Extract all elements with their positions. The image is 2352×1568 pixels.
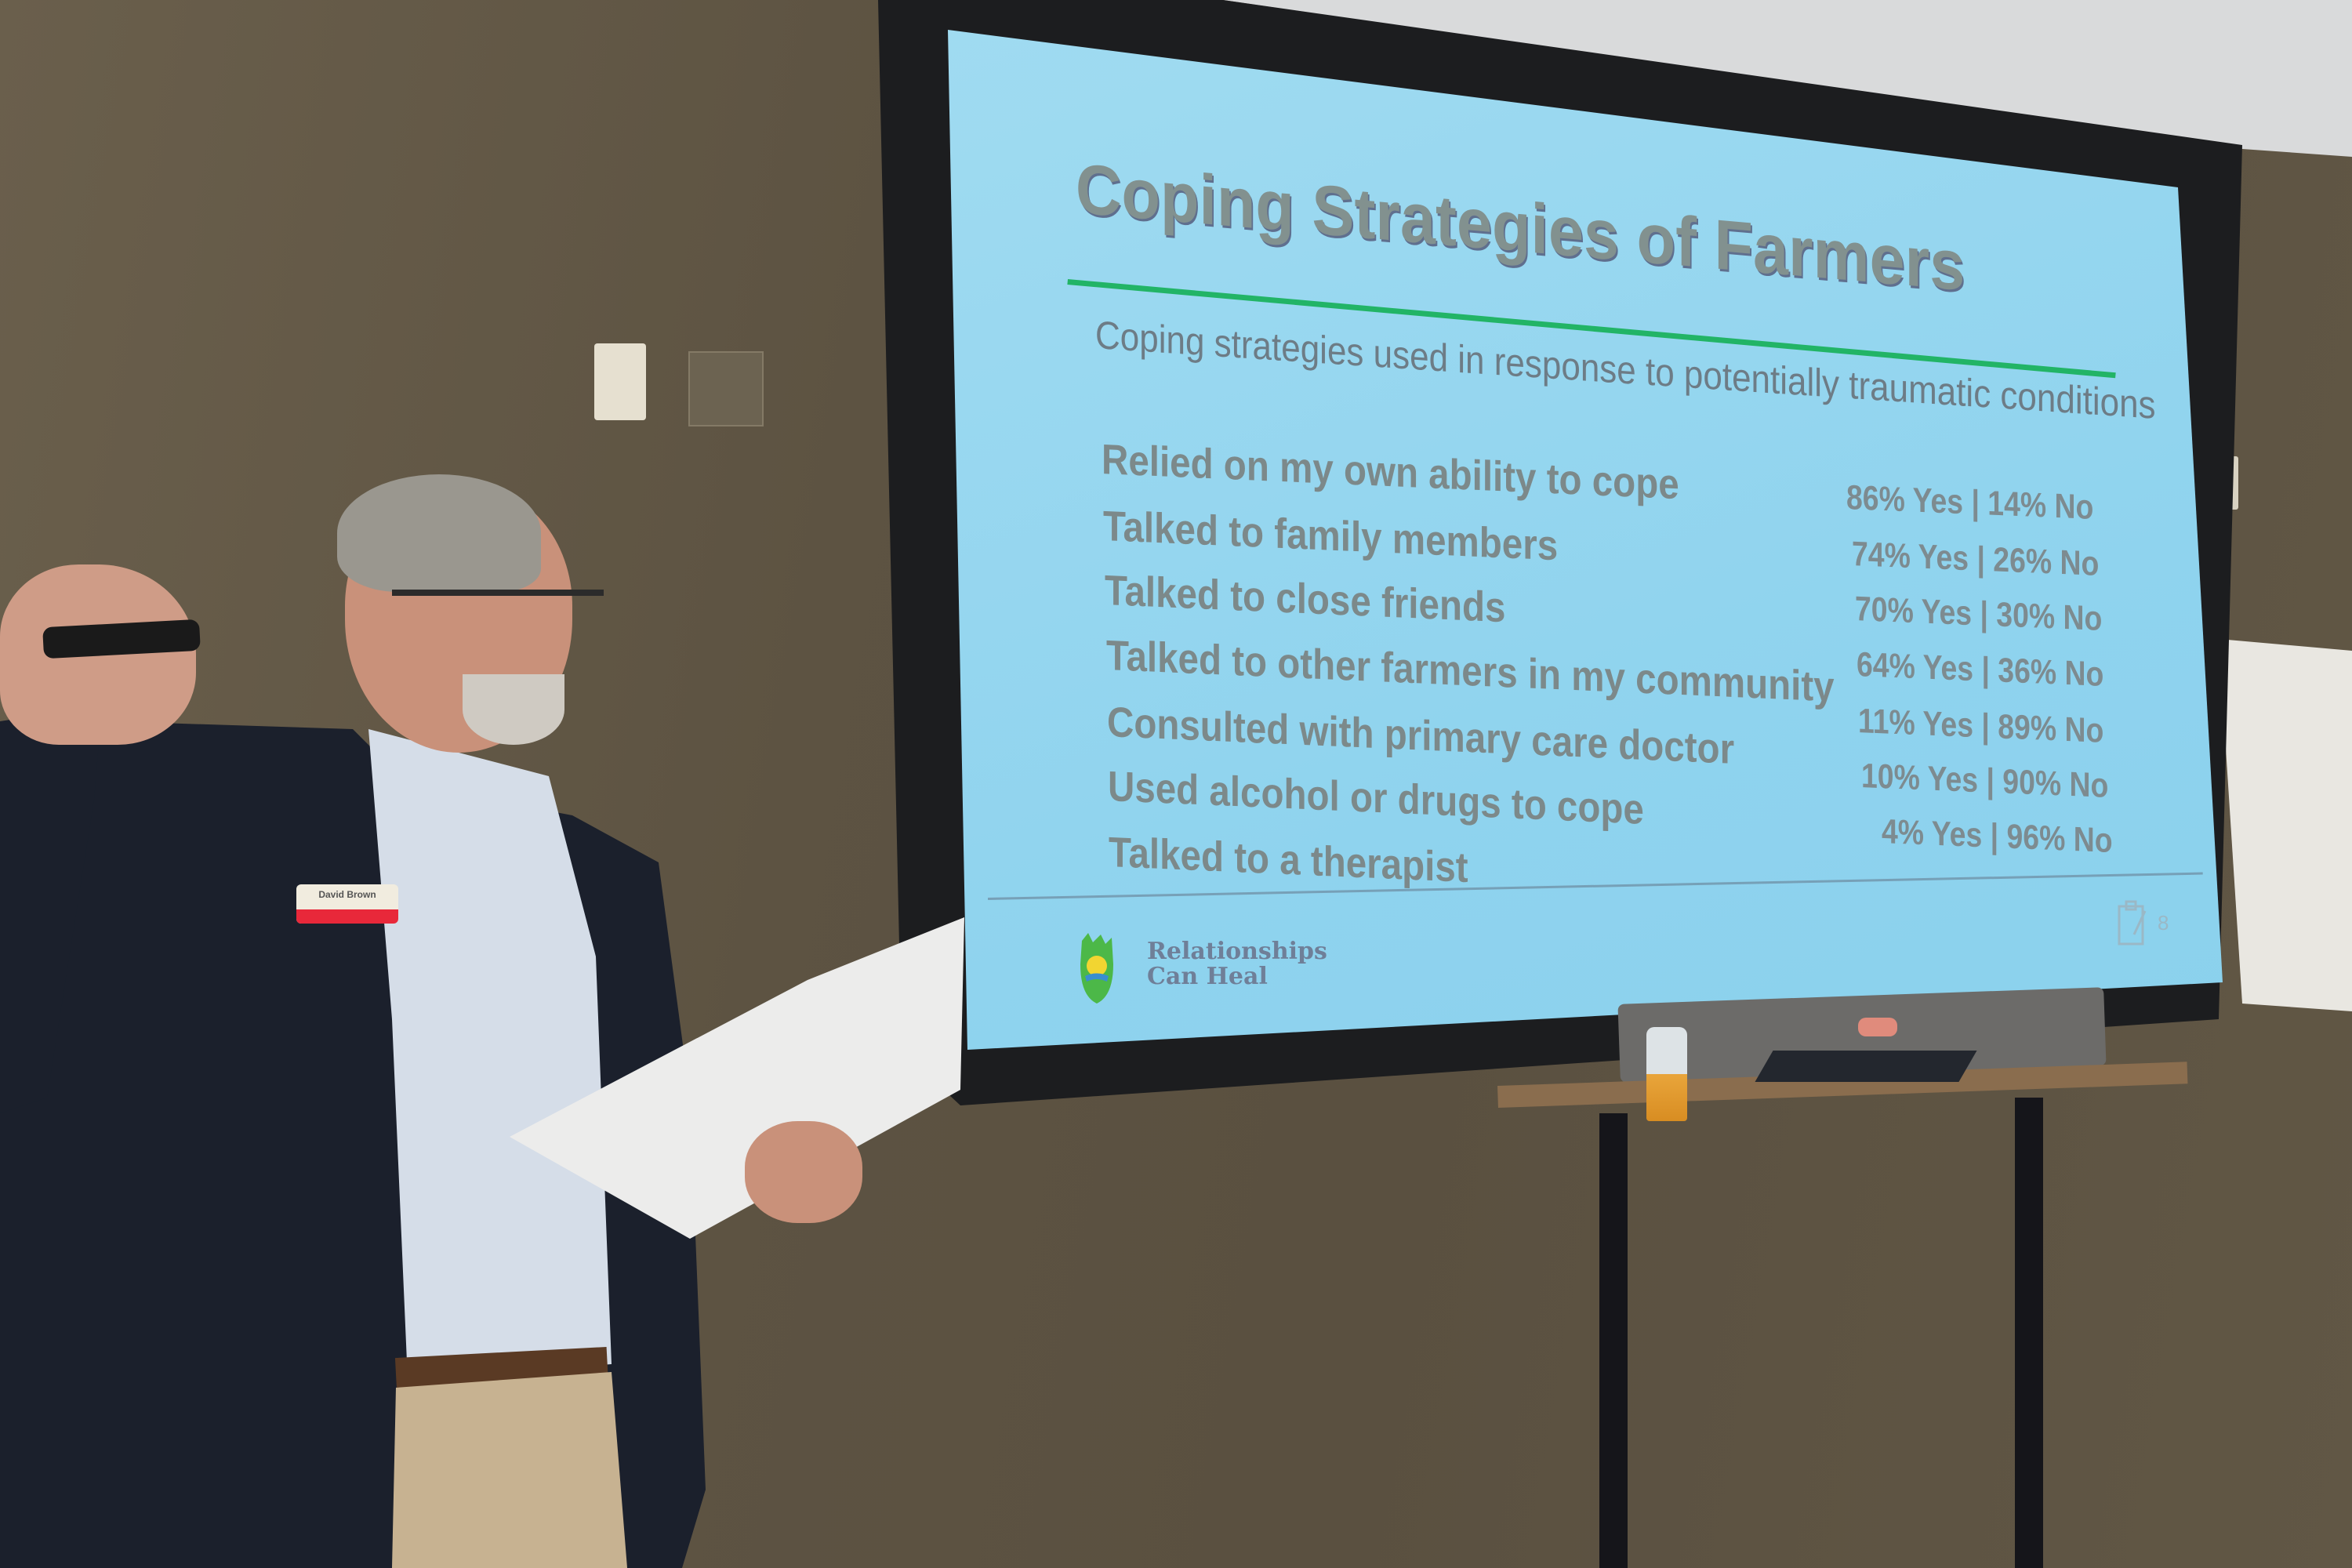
badge-name: David Brown bbox=[318, 889, 376, 900]
presenter-hair bbox=[337, 474, 541, 592]
name-badge: David Brown bbox=[296, 884, 398, 924]
laptop bbox=[1755, 1051, 1977, 1082]
presenter-beard bbox=[463, 674, 564, 745]
badge-red-strip bbox=[296, 909, 398, 924]
presenter-hand-holding-binder bbox=[745, 1121, 862, 1223]
desk-leg bbox=[1599, 1113, 1628, 1568]
logo-text: Relationships Can Heal bbox=[1147, 938, 1327, 990]
hands-sun-logo-icon bbox=[1080, 933, 1113, 1004]
clipboard-icon bbox=[2118, 900, 2147, 946]
slide-number: 8 bbox=[2158, 911, 2169, 935]
wall-plate bbox=[688, 351, 764, 426]
glasses-icon bbox=[392, 590, 604, 630]
juice-bottle bbox=[1646, 1027, 1687, 1121]
desk-leg bbox=[2015, 1098, 2043, 1568]
wall-outlet bbox=[594, 343, 646, 420]
camera-lens bbox=[1858, 1018, 1897, 1036]
